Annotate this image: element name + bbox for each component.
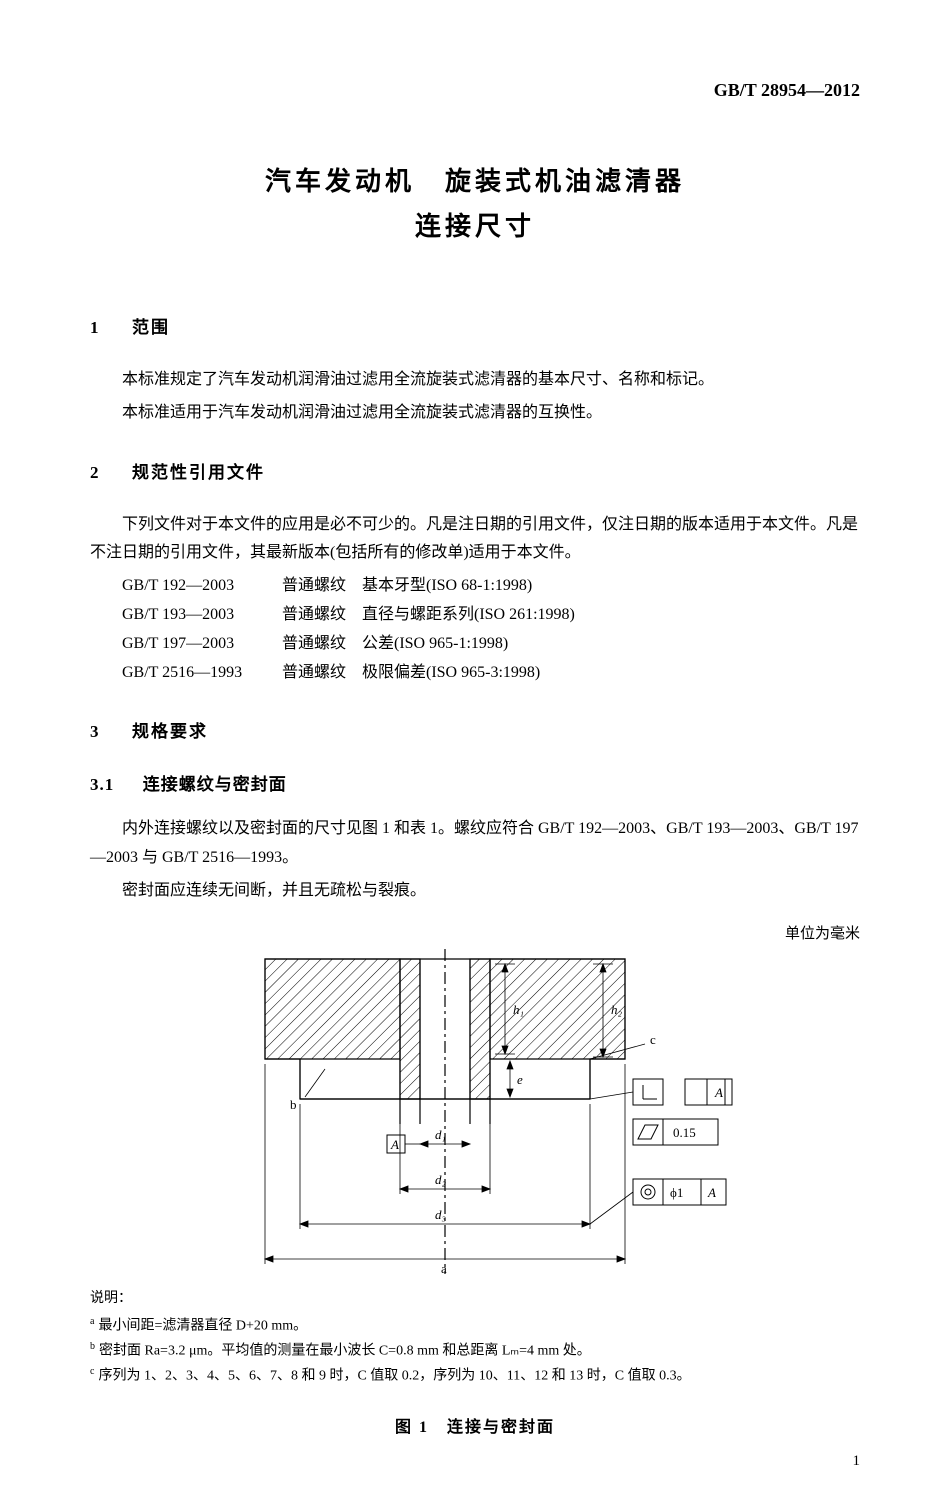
note-a: a最小间距=滤清器直径 D+20 mm。	[90, 1313, 860, 1338]
label-d1: d₁	[435, 1127, 446, 1142]
figure-notes: 说明： a最小间距=滤清器直径 D+20 mm。 b密封面 Ra=3.2 μm。…	[90, 1287, 860, 1389]
label-d3: d₃	[435, 1207, 446, 1222]
ref-item: GB/T 2516—1993 普通螺纹 极限偏差(ISO 965-3:1998)	[122, 659, 860, 688]
ref-item: GB/T 197—2003 普通螺纹 公差(ISO 965-1:1998)	[122, 630, 860, 659]
reference-list: GB/T 192—2003 普通螺纹 基本牙型(ISO 68-1:1998) G…	[122, 572, 860, 687]
ref-code: GB/T 2516—1993	[122, 659, 282, 688]
ref-code: GB/T 193—2003	[122, 601, 282, 630]
notes-label: 说明：	[90, 1287, 860, 1311]
section-1-heading: 1 范围	[90, 313, 860, 338]
label-h2: h₂	[611, 1002, 623, 1017]
section-1-p2: 本标准适用于汽车发动机润滑油过滤用全流旋装式滤清器的互换性。	[90, 399, 860, 428]
unit-note: 单位为毫米	[90, 922, 860, 943]
section-2-num: 2	[90, 463, 101, 482]
label-e: e	[517, 1072, 523, 1087]
ref-code: GB/T 197—2003	[122, 630, 282, 659]
ref-desc: 普通螺纹 公差(ISO 965-1:1998)	[282, 630, 508, 659]
section-1-title: 范围	[132, 318, 170, 337]
label-tol2-phi: ϕ1	[670, 1185, 683, 1200]
section-3-title: 规格要求	[132, 722, 208, 741]
ref-item: GB/T 192—2003 普通螺纹 基本牙型(ISO 68-1:1998)	[122, 572, 860, 601]
section-2-p1: 下列文件对于本文件的应用是必不可少的。凡是注日期的引用文件，仅注日期的版本适用于…	[90, 511, 860, 569]
standard-number: GB/T 28954—2012	[90, 80, 860, 101]
thread-seal-diagram-icon: h₁ h₂ b e c d₁	[195, 949, 755, 1279]
note-b: b密封面 Ra=3.2 μm。平均值的测量在最小波长 C=0.8 mm 和总距离…	[90, 1338, 860, 1363]
section-3-num: 3	[90, 722, 101, 741]
section-3-1-title: 连接螺纹与密封面	[143, 775, 287, 794]
section-2-title: 规范性引用文件	[132, 463, 265, 482]
label-datum-a: A	[390, 1137, 399, 1152]
ref-desc: 普通螺纹 基本牙型(ISO 68-1:1998)	[282, 572, 532, 601]
section-1-num: 1	[90, 318, 101, 337]
section-2-heading: 2 规范性引用文件	[90, 458, 860, 483]
label-gt-a1: A	[714, 1085, 723, 1100]
title-line-2: 连接尺寸	[90, 206, 860, 243]
label-b: b	[290, 1097, 297, 1112]
ref-desc: 普通螺纹 直径与螺距系列(ISO 261:1998)	[282, 601, 575, 630]
section-3-1-heading: 3.1 连接螺纹与密封面	[90, 770, 860, 795]
section-3-1-num: 3.1	[90, 775, 114, 794]
figure-1-diagram: h₁ h₂ b e c d₁	[90, 949, 860, 1279]
label-a: a	[441, 1261, 447, 1276]
label-c: c	[650, 1032, 656, 1047]
figure-1-caption: 图 1 连接与密封面	[90, 1413, 860, 1437]
label-h1: h₁	[513, 1002, 524, 1017]
section-3-1-p2: 密封面应连续无间断，并且无疏松与裂痕。	[90, 877, 860, 906]
title-line-1: 汽车发动机 旋装式机油滤清器	[90, 161, 860, 198]
note-c: c序列为 1、2、3、4、5、6、7、8 和 9 时，C 值取 0.2，序列为 …	[90, 1363, 860, 1388]
ref-code: GB/T 192—2003	[122, 572, 282, 601]
section-3-1-p1: 内外连接螺纹以及密封面的尺寸见图 1 和表 1。螺纹应符合 GB/T 192—2…	[90, 815, 860, 873]
section-1-p1: 本标准规定了汽车发动机润滑油过滤用全流旋装式滤清器的基本尺寸、名称和标记。	[90, 366, 860, 395]
label-tol1: 0.15	[673, 1125, 696, 1140]
label-tol2-a: A	[707, 1185, 716, 1200]
label-d2: d₂	[435, 1172, 447, 1187]
page-number: 1	[853, 1453, 861, 1470]
ref-desc: 普通螺纹 极限偏差(ISO 965-3:1998)	[282, 659, 540, 688]
section-3-heading: 3 规格要求	[90, 717, 860, 742]
ref-item: GB/T 193—2003 普通螺纹 直径与螺距系列(ISO 261:1998)	[122, 601, 860, 630]
